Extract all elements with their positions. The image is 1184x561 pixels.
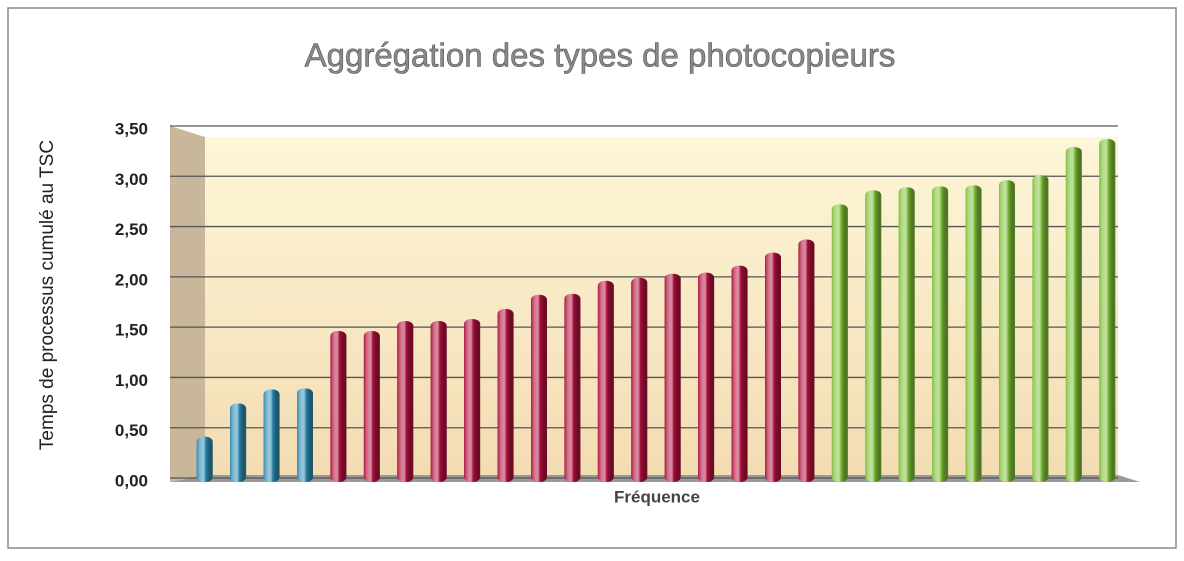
- y-tick-label: 1,00: [115, 371, 148, 390]
- y-tick-label: 0,00: [115, 471, 148, 490]
- chart-title: Aggrégation des types de photocopieurs: [305, 37, 896, 74]
- y-tick-label: 2,50: [115, 220, 148, 239]
- y-tick-label: 0,50: [115, 421, 148, 440]
- y-tick-label: 1,50: [115, 321, 148, 340]
- side-wall: [170, 126, 205, 482]
- y-tick-label: 3,00: [115, 170, 148, 189]
- y-tick-label: 3,50: [115, 119, 148, 138]
- y-tick-label: 2,00: [115, 270, 148, 289]
- x-axis-label: Fréquence: [614, 487, 700, 506]
- y-axis-label: Temps de processus cumulé au TSC: [37, 140, 58, 450]
